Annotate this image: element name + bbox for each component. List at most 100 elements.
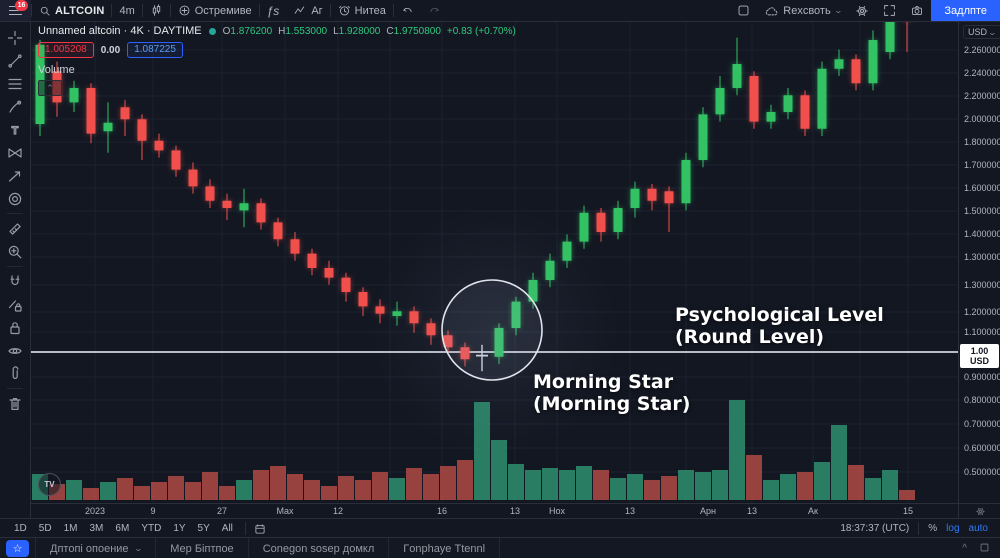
lock-all-drawings-icon — [10, 321, 20, 334]
chevron-down-icon: ⌄ — [133, 544, 143, 553]
tool-remove-drawings[interactable] — [3, 392, 28, 415]
compare-button[interactable]: Остремиве — [171, 0, 259, 21]
divider — [918, 522, 920, 535]
sell-price-button[interactable]: 1.005208 — [38, 42, 94, 58]
gear-icon — [856, 5, 869, 16]
remove-drawings-icon — [9, 397, 21, 410]
templates-button[interactable]: Аг — [286, 0, 329, 21]
cloud-icon — [766, 6, 778, 15]
range-button-1y[interactable]: 1Y — [173, 522, 186, 534]
interval-button[interactable]: 4m — [112, 0, 141, 21]
favorites-star-button[interactable]: ☆ — [6, 540, 29, 557]
tool-forecast[interactable] — [3, 164, 28, 187]
maximize-panel-button[interactable] — [979, 542, 990, 556]
undo-button[interactable] — [394, 0, 421, 21]
tool-fib-retracement[interactable] — [3, 72, 28, 95]
time-axis-label: 27 — [216, 506, 228, 516]
pattern-icon — [8, 147, 22, 158]
tradingview-watermark-logo[interactable]: TV — [38, 473, 61, 496]
ruler-icon — [9, 222, 21, 235]
panel-tab-1[interactable]: Мер Біптпое — [156, 538, 249, 558]
price-axis-label: 1.200000 — [964, 307, 1000, 317]
go-to-date-button[interactable] — [254, 523, 266, 535]
hide-drawings-icon — [8, 347, 22, 354]
panel-tab-3[interactable]: Гonphaye Тtennl — [389, 538, 501, 558]
time-axis-label: 12 — [332, 506, 344, 516]
range-button-1m[interactable]: 1M — [63, 522, 78, 534]
clock-utc[interactable]: 18:37:37 (UTC) — [840, 523, 910, 534]
percent-scale-button[interactable]: % — [928, 523, 938, 534]
symbol-title[interactable]: Unnamed altcoin · 4K · DAYTIME — [38, 25, 202, 37]
redo-button[interactable] — [421, 0, 448, 21]
symbol-search-button[interactable]: ALTCOIN — [32, 0, 111, 21]
price-axis-label: 2.260000 — [964, 45, 1000, 55]
publish-button[interactable]: Задлпте — [931, 0, 1000, 21]
range-button-6m[interactable]: 6M — [115, 522, 130, 534]
time-axis-label: 9 — [150, 506, 156, 516]
tool-pattern[interactable] — [3, 141, 28, 164]
indicators-button[interactable]: ƒs — [260, 0, 287, 21]
price-axis-label: 1.800000 — [964, 137, 1000, 147]
price-axis-label: 1.100000 — [964, 327, 1000, 337]
scale-controls: 18:37:37 (UTC) % log auto — [840, 522, 992, 535]
price-axis-label: 1.500000 — [964, 206, 1000, 216]
fullscreen-button[interactable] — [876, 0, 903, 21]
panel-tab-label: Мер Біптпое — [170, 542, 234, 555]
time-axis[interactable]: 2023 9 27 Мах 12 16 13 Нох 13 Арн 13 Ак 15 — [30, 503, 958, 519]
tool-ruler[interactable] — [3, 217, 28, 240]
range-button-ytd[interactable]: YTD — [141, 522, 162, 534]
tool-object-tree[interactable] — [3, 362, 28, 385]
log-scale-button[interactable]: log — [946, 523, 960, 534]
range-button-5d[interactable]: 5D — [38, 522, 52, 534]
zoom-in-icon — [8, 245, 22, 258]
chart-style-button[interactable] — [143, 0, 170, 21]
tool-hide-drawings[interactable] — [3, 339, 28, 362]
tool-text[interactable]: T — [3, 118, 28, 141]
auto-scale-button[interactable]: auto — [968, 523, 988, 534]
alert-button[interactable]: Нитеа — [331, 0, 393, 21]
range-buttons: 1D 5D 1M 3M 6M YTD 1Y 5Y All — [8, 521, 239, 537]
collapse-legend-button[interactable]: ⌃ — [38, 80, 62, 96]
divider — [31, 4, 32, 17]
range-button-1d[interactable]: 1D — [14, 522, 27, 534]
price-axis[interactable]: USD ⌄ 1.00 USD 2.260000 2.240000 2.200000 2… — [958, 21, 1000, 503]
currency-selector[interactable]: USD ⌄ — [963, 25, 1000, 39]
snapshot-button[interactable] — [903, 0, 931, 21]
main-menu-button[interactable]: 16 — [0, 0, 31, 21]
tool-drawing-lock[interactable] — [3, 293, 28, 316]
market-status-dot — [208, 27, 216, 35]
settings-button[interactable] — [848, 0, 876, 21]
panel-tab-0[interactable]: Дптопі опоение ⌄ — [35, 538, 157, 558]
fx-icon: ƒs — [266, 3, 280, 18]
chart-area[interactable]: Unnamed altcoin · 4K · DAYTIME O1.876200… — [30, 21, 958, 503]
tool-emoji[interactable] — [3, 187, 28, 210]
save-layout-button[interactable]: Rexcвоть ⌄ — [757, 0, 848, 21]
price-axis-label: 0.700000 — [964, 419, 1000, 429]
tool-trend-line[interactable] — [3, 49, 28, 72]
tool-crosshair[interactable] — [3, 26, 28, 49]
tool-lock-all-drawings[interactable] — [3, 316, 28, 339]
divider — [111, 4, 113, 17]
candlestick-icon — [152, 4, 160, 16]
volume-indicator-label[interactable]: Volume — [38, 64, 75, 76]
star-icon: ☆ — [12, 543, 23, 555]
tool-magnet[interactable] — [3, 270, 28, 293]
range-button-all[interactable]: All — [221, 522, 233, 534]
tool-zoom-in[interactable] — [3, 240, 28, 263]
time-axis-label: 15 — [902, 506, 914, 516]
time-axis-label: Нох — [549, 506, 565, 516]
axis-settings-button[interactable] — [958, 503, 1000, 519]
plus-circle-icon — [179, 5, 190, 16]
candlestick-chart[interactable] — [30, 21, 958, 503]
range-button-3m[interactable]: 3M — [89, 522, 104, 534]
tool-brush[interactable] — [3, 95, 28, 118]
panel-tab-2[interactable]: Conegon sosep домкл — [249, 538, 390, 558]
search-icon — [40, 6, 50, 16]
divider — [392, 4, 394, 17]
top-toolbar: 16 ALTCOIN 4m Остремиве ƒs Аг — [0, 0, 1000, 22]
buy-price-button[interactable]: 1.087225 — [127, 42, 183, 58]
divider — [169, 4, 171, 17]
collapse-panel-button[interactable]: ^ — [962, 543, 967, 554]
range-button-5y[interactable]: 5Y — [197, 522, 210, 534]
layout-button[interactable] — [730, 0, 757, 21]
